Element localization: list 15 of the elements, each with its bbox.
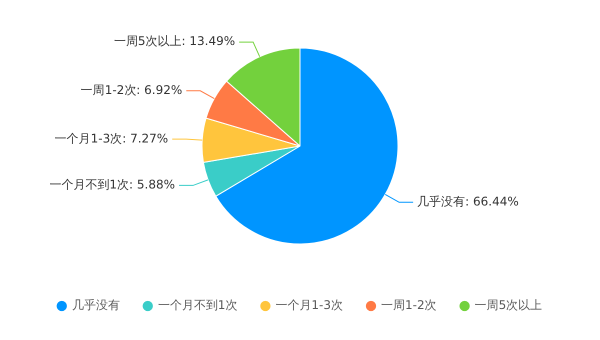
legend-label: 一个月1-3次 (275, 298, 344, 312)
slice-label: 一个月1-3次 (54, 131, 122, 146)
data-label: : 13.49% (182, 34, 236, 48)
data-label: : 66.44% (465, 194, 519, 208)
legend-label: 一周1-2次 (381, 298, 437, 312)
legend-label: 几乎没有 (72, 298, 120, 312)
slice-label: 几乎没有 (417, 194, 466, 208)
slice-label: 一周1-2次 (80, 82, 136, 97)
slice-label: 一个月不到1次 (49, 178, 130, 192)
data-label: : 6.92% (136, 82, 182, 97)
legend-label: 一周5次以上 (474, 298, 542, 312)
data-label: : 5.88% (129, 178, 176, 192)
data-label: : 7.27% (122, 131, 168, 146)
slice-label: 一周5次以上 (114, 34, 182, 48)
legend-label: 一个月不到1次 (158, 298, 238, 312)
